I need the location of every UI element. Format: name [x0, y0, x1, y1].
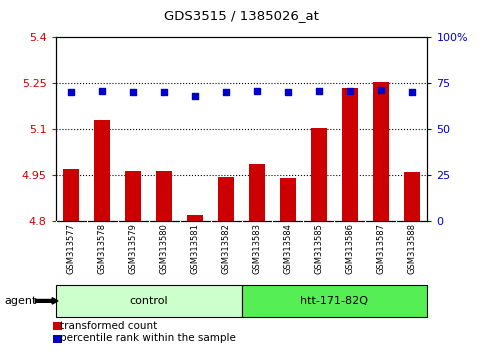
Bar — [94, 120, 110, 221]
Bar — [187, 215, 203, 221]
Bar — [311, 128, 327, 221]
Text: GDS3515 / 1385026_at: GDS3515 / 1385026_at — [164, 9, 319, 22]
Point — [67, 90, 75, 95]
Text: GSM313588: GSM313588 — [408, 223, 416, 274]
Text: GSM313586: GSM313586 — [345, 223, 355, 274]
Bar — [156, 171, 172, 221]
Point — [377, 87, 385, 92]
Point — [98, 88, 106, 93]
Bar — [63, 169, 79, 221]
Text: GSM313578: GSM313578 — [98, 223, 107, 274]
Text: control: control — [129, 296, 168, 306]
Text: GSM313584: GSM313584 — [284, 223, 293, 274]
Text: GSM313585: GSM313585 — [314, 223, 324, 274]
Bar — [373, 82, 389, 221]
Text: GSM313581: GSM313581 — [190, 223, 199, 274]
Text: GSM313580: GSM313580 — [159, 223, 169, 274]
Text: percentile rank within the sample: percentile rank within the sample — [60, 333, 236, 343]
Point — [253, 88, 261, 94]
Bar — [125, 171, 141, 221]
Bar — [249, 165, 265, 221]
Point — [222, 90, 230, 95]
Text: GSM313582: GSM313582 — [222, 223, 230, 274]
Bar — [218, 177, 234, 221]
Text: GSM313587: GSM313587 — [376, 223, 385, 274]
Text: GSM313579: GSM313579 — [128, 223, 138, 274]
Point — [160, 90, 168, 95]
Point — [346, 88, 354, 93]
Point — [315, 88, 323, 94]
Point — [129, 90, 137, 95]
Point — [284, 90, 292, 95]
Point — [408, 90, 416, 95]
Point — [191, 93, 199, 99]
Bar — [56, 285, 242, 317]
Bar — [280, 178, 296, 221]
Text: agent: agent — [5, 296, 37, 306]
Text: GSM313577: GSM313577 — [67, 223, 75, 274]
Text: htt-171-82Q: htt-171-82Q — [300, 296, 369, 306]
Text: transformed count: transformed count — [60, 321, 157, 331]
Bar — [404, 172, 420, 221]
Bar — [242, 285, 427, 317]
Bar — [342, 88, 358, 221]
Text: GSM313583: GSM313583 — [253, 223, 261, 274]
